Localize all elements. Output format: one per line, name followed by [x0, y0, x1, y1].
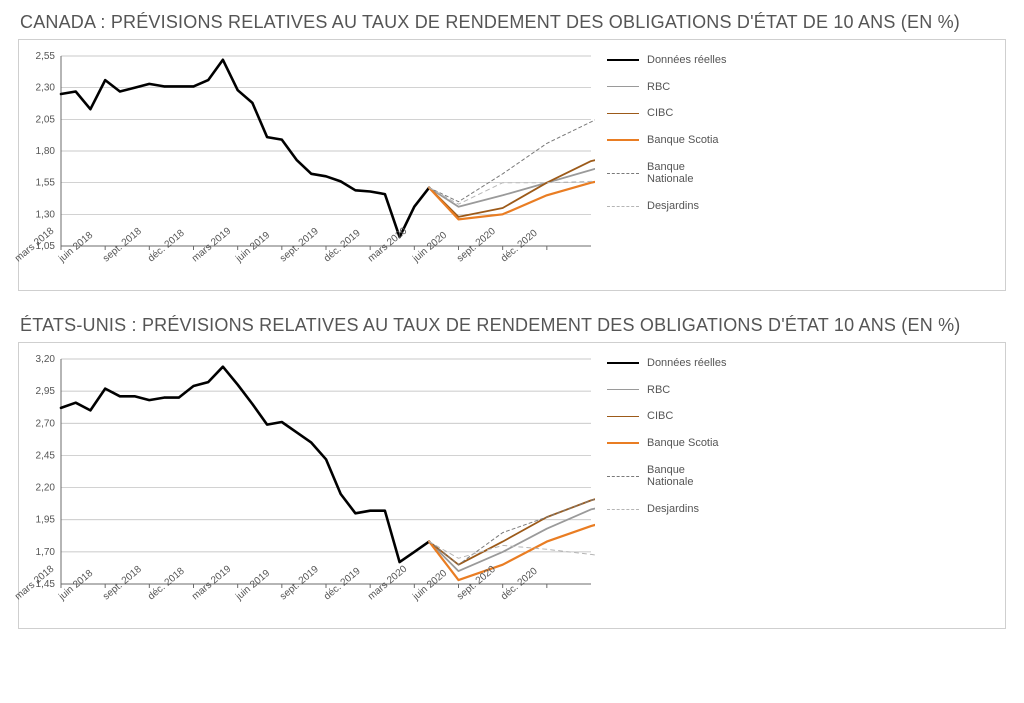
y-tick-label: 2,95 [36, 386, 56, 397]
chart-block-usa: ÉTATS-UNIS : PRÉVISIONS RELATIVES AU TAU… [18, 315, 1006, 629]
legend-item: RBC [607, 384, 727, 397]
legend-label: Desjardins [647, 200, 699, 213]
legend-item: Banque Scotia [607, 134, 727, 147]
y-tick-label: 3,20 [36, 354, 56, 365]
legend-label: CIBC [647, 410, 673, 423]
chart-frame: 1,451,701,952,202,452,702,953,20mars 201… [18, 342, 1006, 629]
series-line [429, 542, 595, 561]
plot-area: 1,051,301,551,802,052,302,55mars 2018jui… [27, 50, 595, 286]
legend-item: RBC [607, 81, 727, 94]
y-tick-label: 1,80 [36, 146, 56, 157]
legend-swatch [607, 389, 639, 390]
legend-label: Banque Nationale [647, 161, 727, 186]
legend-item: Banque Scotia [607, 437, 727, 450]
legend-swatch [607, 139, 639, 141]
legend-swatch [607, 509, 639, 510]
legend-label: Banque Nationale [647, 464, 727, 489]
legend-swatch [607, 173, 639, 174]
series-line [61, 367, 429, 562]
y-tick-label: 2,70 [36, 418, 56, 429]
legend-label: Desjardins [647, 503, 699, 516]
legend-swatch [607, 416, 639, 417]
legend-label: RBC [647, 384, 670, 397]
legend-item: Desjardins [607, 503, 727, 516]
y-tick-label: 1,70 [36, 547, 56, 558]
y-tick-label: 1,05 [36, 241, 56, 252]
legend-swatch [607, 476, 639, 477]
series-line [61, 60, 429, 237]
y-tick-label: 2,30 [36, 83, 56, 94]
chart-title: ÉTATS-UNIS : PRÉVISIONS RELATIVES AU TAU… [20, 315, 1006, 336]
legend-label: Banque Scotia [647, 134, 719, 147]
y-tick-label: 2,55 [36, 51, 56, 62]
legend-swatch [607, 59, 639, 61]
legend-item: CIBC [607, 107, 727, 120]
legend-item: Données réelles [607, 357, 727, 370]
legend-label: Données réelles [647, 54, 727, 67]
y-tick-label: 2,05 [36, 114, 56, 125]
series-line [429, 151, 595, 217]
legend: Données réelles RBC CIBC Banque Scotia Banqu… [595, 353, 731, 529]
legend: Données réelles RBC CIBC Banque Scotia Banqu… [595, 50, 731, 226]
legend-swatch [607, 86, 639, 87]
y-tick-label: 1,95 [36, 515, 56, 526]
legend-item: Données réelles [607, 54, 727, 67]
legend-label: Données réelles [647, 357, 727, 370]
chart-title: CANADA : PRÉVISIONS RELATIVES AU TAUX DE… [20, 12, 1006, 33]
series-line [429, 488, 595, 565]
legend-item: Banque Nationale [607, 464, 727, 489]
chart-block-canada: CANADA : PRÉVISIONS RELATIVES AU TAUX DE… [18, 12, 1006, 291]
legend-item: Desjardins [607, 200, 727, 213]
legend-item: Banque Nationale [607, 161, 727, 186]
legend-label: CIBC [647, 107, 673, 120]
y-tick-label: 2,45 [36, 450, 56, 461]
legend-swatch [607, 113, 639, 114]
chart-frame: 1,051,301,551,802,052,302,55mars 2018jui… [18, 39, 1006, 291]
series-line [429, 157, 595, 206]
y-tick-label: 2,20 [36, 483, 56, 494]
legend-swatch [607, 206, 639, 207]
y-tick-label: 1,30 [36, 209, 56, 220]
legend-label: Banque Scotia [647, 437, 719, 450]
series-line [429, 488, 595, 565]
y-tick-label: 1,55 [36, 178, 56, 189]
legend-swatch [607, 362, 639, 364]
y-tick-label: 1,45 [36, 579, 56, 590]
plot-area: 1,451,701,952,202,452,702,953,20mars 201… [27, 353, 595, 624]
legend-label: RBC [647, 81, 670, 94]
legend-swatch [607, 442, 639, 444]
legend-item: CIBC [607, 410, 727, 423]
